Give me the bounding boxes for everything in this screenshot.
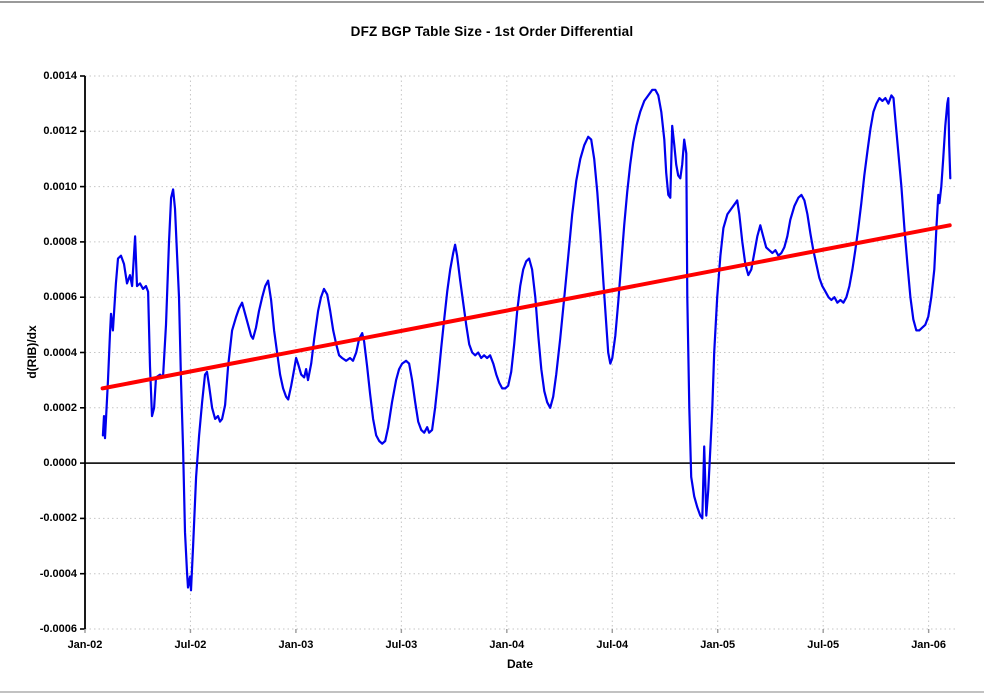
y-tick-label: 0.0010	[43, 180, 77, 193]
y-tick-label: 0.0014	[43, 70, 77, 82]
chart-title: DFZ BGP Table Size - 1st Order Different…	[350, 24, 634, 39]
x-axis-title: Date	[506, 657, 533, 671]
x-tick-label: Jan-03	[278, 639, 314, 651]
y-tick-label: 0.0006	[43, 291, 77, 304]
y-tick-label: -0.0004	[39, 567, 77, 580]
x-tick-label: Jan-05	[700, 639, 736, 651]
y-tick-label: 0.0000	[43, 457, 77, 470]
data-series-line	[101, 88, 952, 592]
y-tick-label: -0.0002	[39, 512, 77, 525]
x-tick-label: Jul-02	[174, 639, 207, 651]
y-tick-label: 0.0012	[43, 125, 77, 138]
y-tick-label: -0.0006	[39, 623, 77, 635]
x-tick-label: Jan-06	[911, 639, 947, 651]
x-tick-label: Jul-04	[596, 639, 629, 651]
y-tick-label: 0.0004	[43, 346, 77, 359]
x-tick-label: Jan-04	[489, 639, 525, 651]
trend-line	[100, 223, 952, 391]
top-divider	[0, 1, 984, 3]
x-tick-label: Jul-03	[385, 639, 418, 651]
x-tick-label: Jan-02	[67, 639, 103, 651]
y-tick-label: 0.0008	[43, 235, 77, 248]
x-tick-label: Jul-05	[807, 639, 840, 651]
y-tick-label: 0.0002	[43, 401, 77, 414]
bottom-divider	[0, 691, 984, 693]
